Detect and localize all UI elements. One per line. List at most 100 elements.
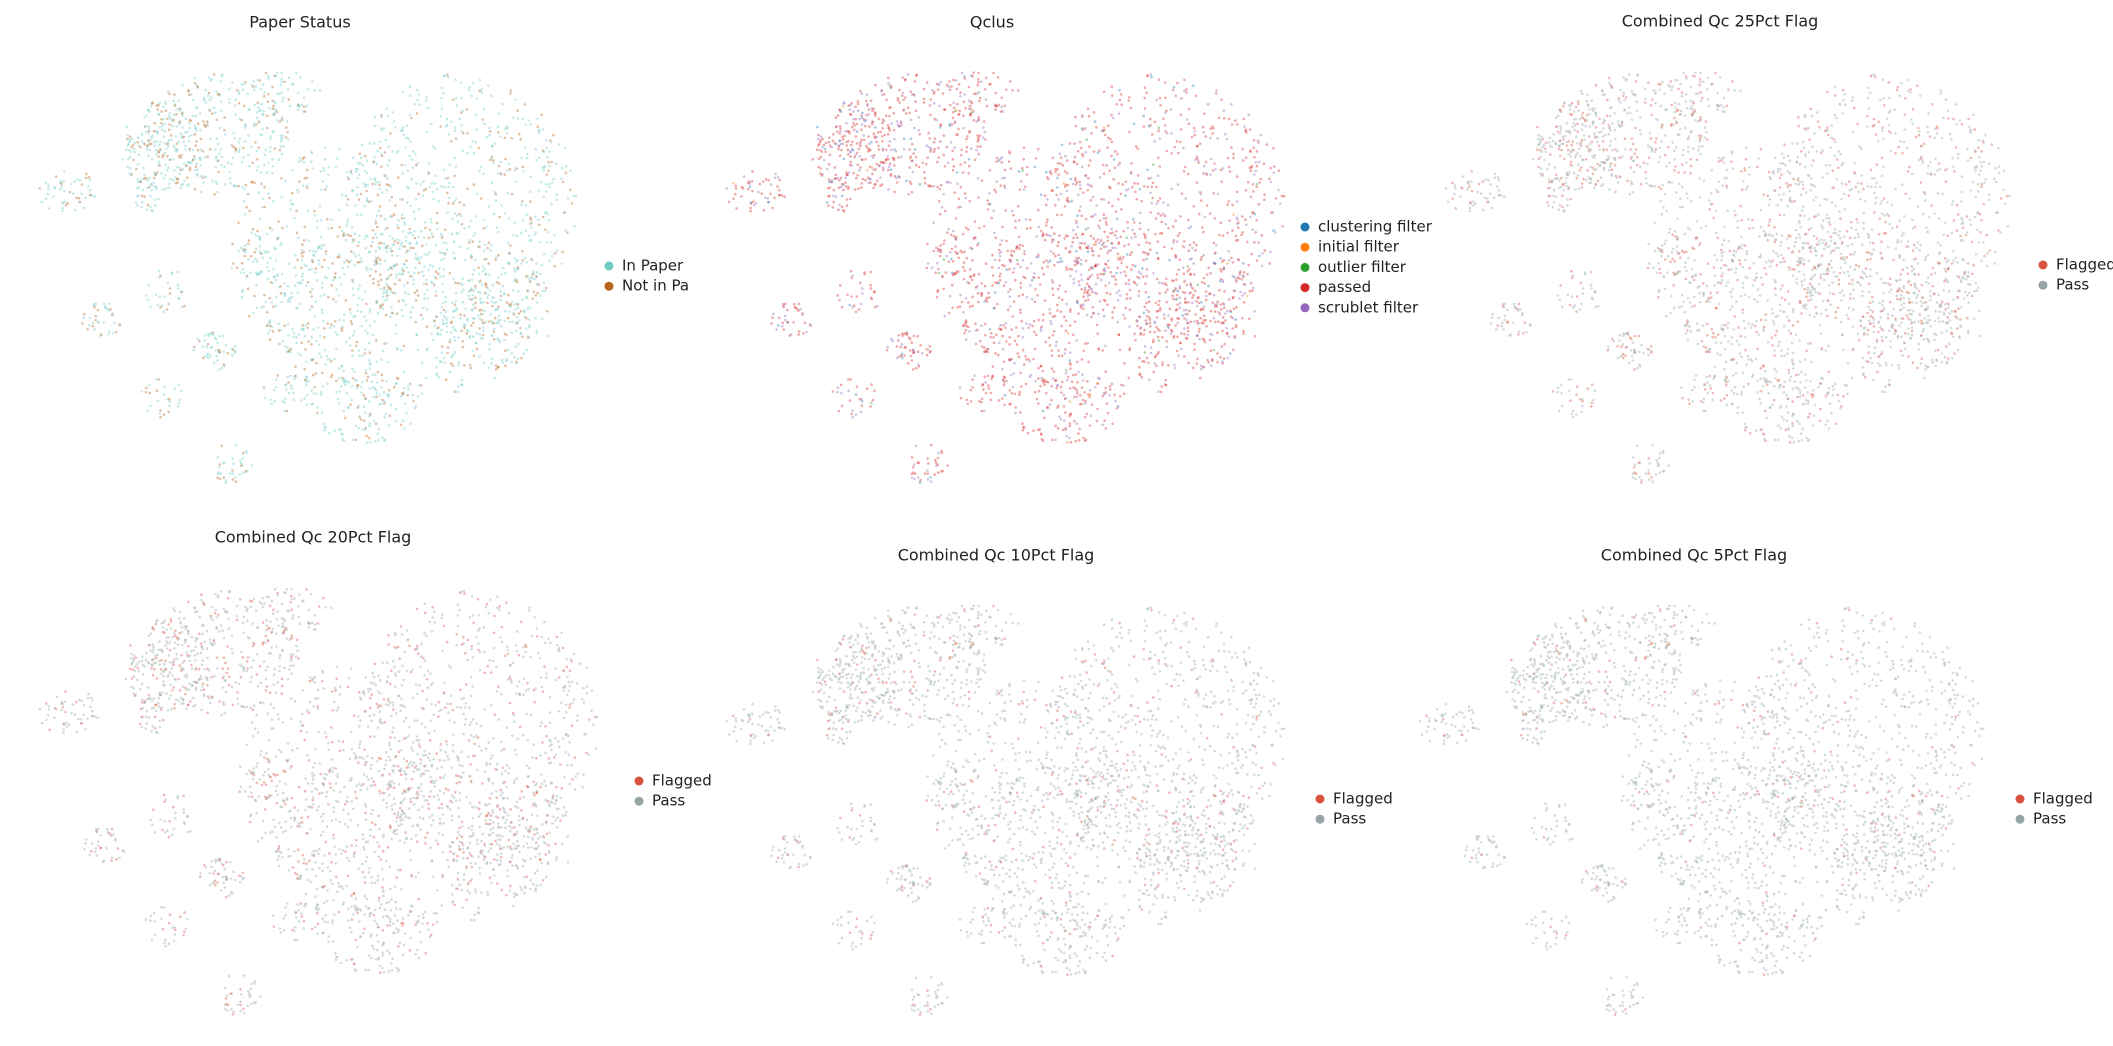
cell-point — [845, 140, 848, 144]
cell-point — [387, 183, 391, 187]
cell-point — [1063, 352, 1067, 355]
cell-point — [1083, 242, 1087, 245]
cell-point — [216, 359, 219, 362]
cell-point — [216, 159, 219, 163]
cell-point — [1077, 256, 1081, 260]
cell-point — [1094, 243, 1097, 246]
cell-point — [382, 391, 386, 394]
cell-point — [195, 162, 198, 166]
cell-point — [992, 341, 996, 345]
cell-point — [1157, 281, 1161, 285]
cell-point — [363, 315, 366, 319]
cell-point — [220, 109, 223, 112]
cell-point — [989, 398, 993, 402]
cell-point — [1065, 302, 1068, 306]
cell-point — [732, 181, 735, 185]
cell-point — [512, 313, 516, 316]
cell-point — [1137, 174, 1140, 177]
cell-point — [403, 164, 407, 167]
cell-point — [887, 188, 890, 191]
cell-point — [299, 76, 302, 79]
cell-point — [234, 147, 237, 150]
cell-point — [375, 162, 379, 166]
cell-point — [446, 176, 450, 180]
cell-point — [1087, 360, 1090, 364]
cell-point — [862, 138, 866, 142]
cell-point — [801, 313, 804, 317]
cell-point — [547, 218, 551, 222]
cell-point — [335, 157, 339, 160]
cell-point — [1157, 350, 1160, 354]
cell-point — [1099, 239, 1103, 242]
cell-point — [984, 391, 988, 395]
cell-point — [334, 300, 338, 304]
cell-point — [328, 326, 332, 330]
cell-point — [926, 242, 929, 246]
cell-point — [1242, 329, 1245, 333]
cell-point — [971, 378, 974, 381]
cell-point — [276, 273, 279, 276]
cell-point — [402, 262, 406, 266]
cell-point — [176, 283, 180, 287]
cell-point — [302, 161, 306, 164]
cell-point — [223, 165, 226, 169]
cell-point — [1237, 258, 1241, 262]
cell-point — [187, 89, 190, 93]
cell-point — [386, 393, 389, 396]
cell-point — [757, 190, 760, 194]
cell-point — [1068, 341, 1071, 345]
cell-point — [937, 146, 940, 150]
cell-point — [1246, 240, 1249, 244]
cell-point — [445, 241, 448, 245]
cell-point — [296, 103, 300, 106]
cell-point — [454, 78, 457, 81]
cell-point — [350, 189, 354, 192]
cell-point — [927, 131, 930, 135]
cell-point — [262, 305, 266, 308]
cell-point — [534, 231, 538, 234]
cell-point — [435, 356, 438, 360]
cell-point — [963, 93, 966, 96]
cell-point — [764, 178, 768, 181]
cell-point — [349, 344, 352, 347]
cell-point — [1018, 390, 1021, 394]
cell-point — [335, 379, 338, 383]
cell-point — [1008, 295, 1011, 298]
cell-point — [939, 183, 943, 187]
cell-point — [375, 262, 378, 265]
cell-point — [510, 352, 513, 355]
cell-point — [1068, 310, 1072, 313]
cell-point — [278, 92, 281, 96]
cell-point — [490, 319, 494, 323]
cell-point — [401, 298, 404, 302]
cell-point — [1196, 283, 1199, 287]
cell-point — [1230, 256, 1233, 260]
cell-point — [244, 124, 247, 127]
cell-point — [1171, 225, 1175, 228]
cell-point — [491, 296, 495, 300]
cell-point — [404, 235, 408, 239]
cell-point — [1175, 308, 1179, 311]
cell-point — [323, 244, 326, 247]
cell-point — [1091, 195, 1095, 199]
cell-point — [1096, 332, 1099, 335]
cell-point — [314, 267, 318, 270]
cell-point — [496, 125, 500, 129]
cell-point — [1251, 211, 1254, 215]
cell-point — [344, 194, 348, 197]
cell-point — [78, 200, 82, 204]
cell-point — [874, 126, 877, 129]
cell-point — [403, 245, 407, 248]
cell-point — [535, 329, 538, 333]
cell-point — [175, 108, 178, 111]
cell-point — [255, 273, 259, 277]
cell-point — [456, 385, 460, 388]
cell-point — [232, 145, 236, 149]
cell-point — [851, 274, 854, 278]
cell-point — [246, 192, 250, 196]
cell-point — [1025, 173, 1029, 176]
cell-point — [503, 212, 506, 215]
cell-point — [106, 307, 109, 311]
cell-point — [945, 83, 949, 87]
cell-point — [287, 138, 290, 141]
